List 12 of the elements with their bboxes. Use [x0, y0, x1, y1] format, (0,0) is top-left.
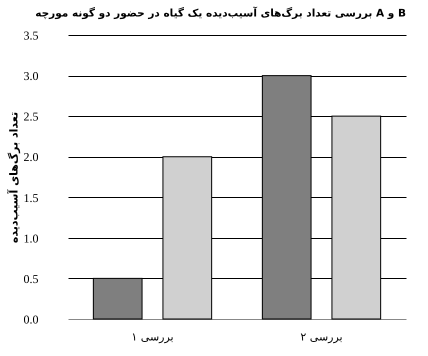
y-tick-label: 1.5	[24, 190, 38, 205]
y-tick-label: 3.0	[24, 69, 38, 84]
y-tick-label: 0.0	[24, 312, 38, 326]
y-tick-label: 2.5	[24, 110, 38, 124]
x-tick-label: بررسی ۲	[300, 330, 343, 344]
y-tick-label: 0.5	[24, 272, 38, 286]
y-tick-label: 1.0	[24, 231, 38, 246]
chart-title: بررسی تعداد برگ‌های آسیب‌دیده یک گیاه در حضور دو گونه مورچه A و B	[35, 6, 406, 20]
y-axis-title: تعداد برگ‌های آسیب‌دیده	[6, 112, 20, 244]
x-tick-label: بررسی ۱	[131, 330, 174, 344]
y-tick-label: 3.5	[24, 28, 38, 42]
y-tick-label: 2.0	[24, 150, 38, 164]
